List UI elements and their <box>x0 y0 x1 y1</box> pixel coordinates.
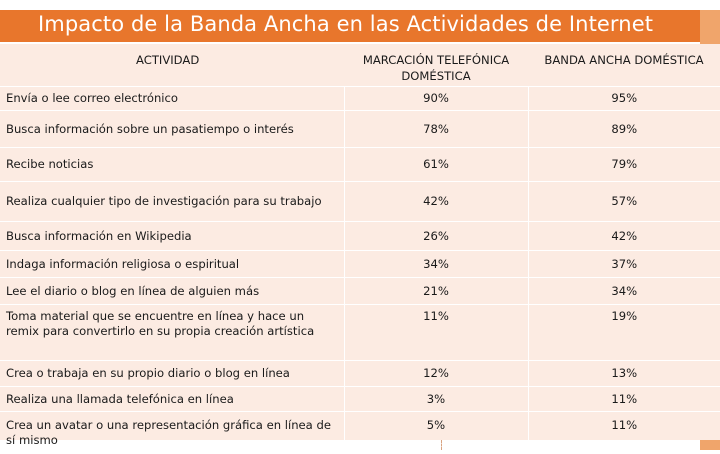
broadband-cell: 34% <box>527 277 720 305</box>
header-dialup: MARCACIÓN TELEFÓNICA DOMÉSTICA <box>362 53 510 83</box>
activity-cell: Indaga información religiosa o espiritua… <box>0 250 344 278</box>
header-broadband: BANDA ANCHA DOMÉSTICA <box>544 53 704 67</box>
dialup-cell: 21% <box>343 277 528 305</box>
dialup-cell: 26% <box>343 221 528 251</box>
dialup-cell: 78% <box>343 110 528 148</box>
dialup-cell: 34% <box>343 250 528 278</box>
table-row: Lee el diario o blog en línea de alguien… <box>0 277 720 305</box>
dialup-cell: 3% <box>343 386 528 412</box>
table-row: Crea un avatar o una representación gráf… <box>0 411 720 454</box>
decorative-dotted-line <box>441 440 442 450</box>
table-row: Recibe noticias 61% 79% <box>0 147 720 182</box>
broadband-cell: 13% <box>527 360 720 387</box>
table-row: Envía o lee correo electrónico 90% 95% <box>0 86 720 111</box>
broadband-cell: 79% <box>527 147 720 182</box>
broadband-cell: 42% <box>527 221 720 251</box>
dialup-cell: 90% <box>343 86 528 111</box>
broadband-cell: 11% <box>527 386 720 412</box>
page-title: Impacto de la Banda Ancha en las Activid… <box>38 12 654 36</box>
activity-cell: Lee el diario o blog en línea de alguien… <box>0 277 344 305</box>
activity-cell: Crea o trabaja en su propio diario o blo… <box>0 360 344 387</box>
table-row: Toma material que se encuentre en línea … <box>0 304 720 361</box>
dialup-cell: 42% <box>343 181 528 222</box>
table-header-row: ACTIVIDAD MARCACIÓN TELEFÓNICA DOMÉSTICA… <box>0 44 720 87</box>
dialup-cell: 61% <box>343 147 528 182</box>
dialup-cell: 11% <box>343 304 528 361</box>
activity-cell: Realiza una llamada telefónica en línea <box>0 386 344 412</box>
table-row: Busca información sobre un pasatiempo o … <box>0 110 720 148</box>
table-body: Envía o lee correo electrónico 90% 95% B… <box>0 86 720 454</box>
table-row: Realiza cualquier tipo de investigación … <box>0 181 720 222</box>
title-bar <box>0 10 700 42</box>
table-row: Realiza una llamada telefónica en línea … <box>0 386 720 412</box>
activities-table: ACTIVIDAD MARCACIÓN TELEFÓNICA DOMÉSTICA… <box>0 44 720 454</box>
dialup-cell: 12% <box>343 360 528 387</box>
table-row: Crea o trabaja en su propio diario o blo… <box>0 360 720 387</box>
broadband-cell: 89% <box>527 110 720 148</box>
activity-cell: Envía o lee correo electrónico <box>0 86 344 111</box>
broadband-cell: 57% <box>527 181 720 222</box>
activity-cell: Crea un avatar o una representación gráf… <box>0 411 344 454</box>
broadband-cell: 11% <box>527 411 720 454</box>
activity-cell: Busca información en Wikipedia <box>0 221 344 251</box>
broadband-cell: 95% <box>527 86 720 111</box>
activity-cell: Recibe noticias <box>0 147 344 182</box>
activity-cell: Realiza cualquier tipo de investigación … <box>0 181 344 222</box>
table-row: Busca información en Wikipedia 26% 42% <box>0 221 720 251</box>
table-row: Indaga información religiosa o espiritua… <box>0 250 720 278</box>
broadband-cell: 19% <box>527 304 720 361</box>
dialup-cell: 5% <box>343 411 528 454</box>
broadband-cell: 37% <box>527 250 720 278</box>
activity-cell: Busca información sobre un pasatiempo o … <box>0 110 344 148</box>
activity-cell: Toma material que se encuentre en línea … <box>0 304 344 361</box>
table-container: ACTIVIDAD MARCACIÓN TELEFÓNICA DOMÉSTICA… <box>0 44 720 454</box>
header-activity: ACTIVIDAD <box>136 53 200 67</box>
